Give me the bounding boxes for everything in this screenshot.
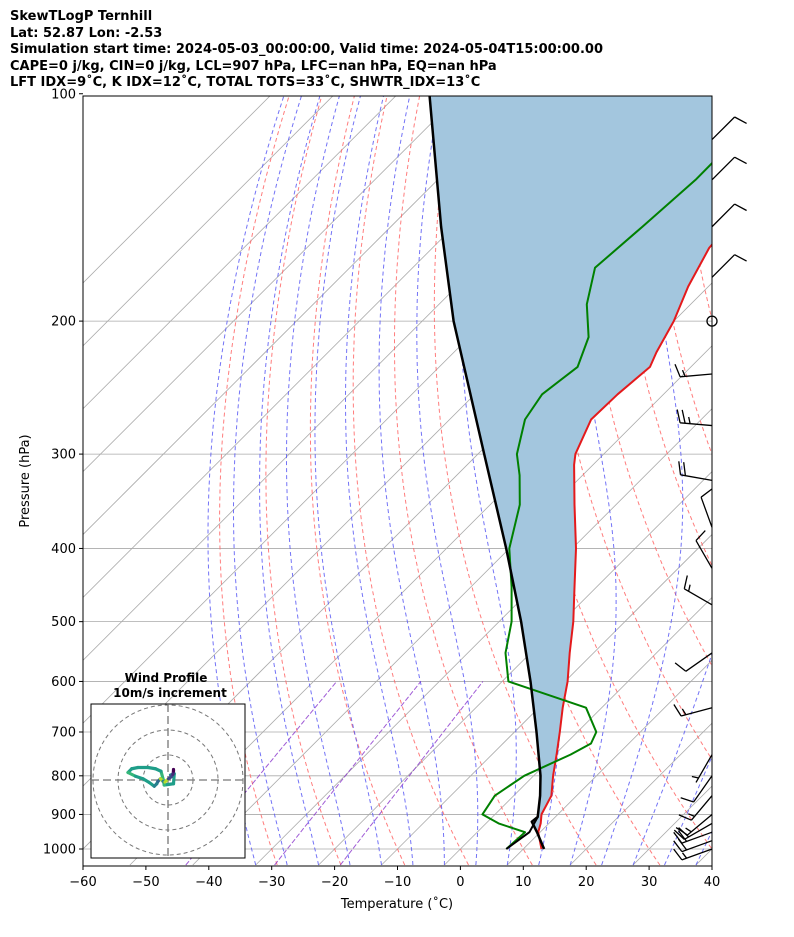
moist-adiabat: [664, 755, 712, 866]
isotherm-gridline: [83, 96, 334, 347]
isotherm-gridline: [507, 659, 712, 866]
wind-barbs: [673, 116, 747, 861]
dewpoint-profile-line: [481, 161, 712, 850]
isotherm-gridline: [569, 722, 712, 866]
y-tick-label: 100: [51, 87, 76, 102]
dry-adiabat: [219, 96, 290, 866]
moist-adiabat: [207, 96, 285, 866]
dry-adiabat: [778, 94, 794, 865]
y-tick-label: 800: [51, 769, 76, 784]
sounding-profiles: [428, 96, 712, 850]
x-tick-label: 30: [641, 875, 658, 890]
dry-adiabat: [614, 96, 712, 567]
x-tick-label: 40: [704, 875, 721, 890]
wind-barb: [711, 156, 747, 181]
isotherm-gridline: [255, 408, 712, 866]
y-tick-label: 200: [51, 315, 76, 330]
calm-wind-marker: [706, 315, 718, 327]
x-tick-label: −60: [69, 875, 96, 890]
dry-adiabat: [713, 94, 794, 865]
x-tick-label: −10: [384, 875, 411, 890]
hodograph-title: Wind Profile: [125, 671, 208, 685]
y-tick-label: 500: [51, 615, 76, 630]
dry-adiabat: [265, 96, 342, 866]
dry-adiabat: [746, 94, 794, 865]
y-tick-label: 600: [51, 675, 76, 690]
moist-adiabat: [345, 96, 414, 866]
dry-adiabat: [394, 96, 533, 866]
dry-adiabat: [433, 96, 597, 866]
x-tick-label: 0: [456, 875, 464, 890]
hodograph-inset: [90, 703, 246, 859]
hodograph-subtitle: 10m/s increment: [113, 686, 227, 700]
wind-barb: [711, 254, 747, 278]
wind-barb: [674, 363, 713, 378]
wind-barb: [673, 704, 713, 717]
dry-adiabat: [309, 96, 406, 866]
x-tick-label: −30: [258, 875, 285, 890]
wind-barb: [711, 203, 747, 228]
x-tick-label: 20: [578, 875, 595, 890]
wind-barb: [691, 754, 713, 783]
y-tick-label: 1000: [43, 843, 76, 858]
simulation-times: Simulation start time: 2024-05-03_00:00:…: [10, 42, 603, 57]
wind-barb: [683, 575, 713, 606]
isotherm-gridline: [759, 94, 794, 865]
y-tick-label: 900: [51, 808, 76, 823]
y-tick-label: 400: [51, 542, 76, 557]
moist-adiabat: [259, 96, 321, 866]
parcel-path-line: [428, 96, 546, 850]
wind-barb: [678, 461, 713, 481]
wind-barb: [674, 652, 713, 672]
parcel-lift-segment: [505, 816, 539, 850]
convective-parameters: CAPE=0 j/kg, CIN=0 j/kg, LCL=907 hPa, LF…: [10, 58, 497, 74]
y-axis-label: Pressure (hPa): [18, 434, 33, 527]
isotherm-gridline: [381, 533, 712, 866]
isotherm-gridline: [192, 345, 712, 866]
moist-adiabat: [632, 652, 712, 866]
wind-barb: [675, 813, 713, 836]
moist-adiabat: [286, 96, 351, 866]
moist-adiabat: [601, 96, 684, 866]
mixing-ratio-line: [339, 681, 484, 866]
cape-shaded-area: [429, 96, 712, 849]
wind-barb: [680, 775, 713, 803]
x-tick-label: 10: [515, 875, 532, 890]
station-title: SkewTLogP Ternhill: [10, 9, 153, 24]
wind-barb: [678, 795, 713, 821]
axis-ticks: −60 −50 −40 −30 −20 −10 0 10 20 30 40 1000 900 800 700…: [43, 87, 720, 890]
background-lines: [83, 94, 794, 866]
moist-adiabat: [378, 96, 445, 865]
wind-barb: [673, 822, 713, 840]
isotherm-gridline: [83, 96, 460, 473]
moist-adiabat: [416, 96, 479, 866]
isotherm-gridline: [444, 596, 712, 866]
dry-adiabat: [352, 96, 469, 866]
location-coordinates: Lat: 52.87 Lon: -2.53: [10, 25, 163, 41]
wind-barb: [711, 116, 747, 141]
x-axis-label: Temperature (˚C): [340, 896, 453, 912]
isotherm-gridline: [83, 96, 397, 410]
moist-adiabat: [459, 96, 517, 866]
stability-indices: LFT IDX=9˚C, K IDX=12˚C, TOTAL TOTS=33˚C…: [10, 75, 481, 90]
moist-adiabat: [233, 96, 302, 866]
x-tick-label: −40: [195, 875, 222, 890]
wind-barb: [676, 409, 713, 427]
wind-barb: [673, 848, 713, 861]
isotherm-gridline: [83, 96, 271, 284]
mixing-ratio-line: [274, 681, 422, 866]
temperature-profile-line: [537, 243, 712, 850]
y-tick-label: 300: [51, 448, 76, 463]
x-tick-label: −50: [132, 875, 159, 890]
x-tick-label: −20: [321, 875, 348, 890]
isotherm-gridline: [83, 96, 523, 536]
wind-barb: [695, 530, 713, 569]
y-tick-label: 700: [51, 726, 76, 741]
chart-header: SkewTLogP Ternhill Lat: 52.87 Lon: -2.53…: [10, 9, 603, 92]
cin-cape-fill: [429, 96, 712, 849]
wind-barb: [700, 488, 713, 528]
